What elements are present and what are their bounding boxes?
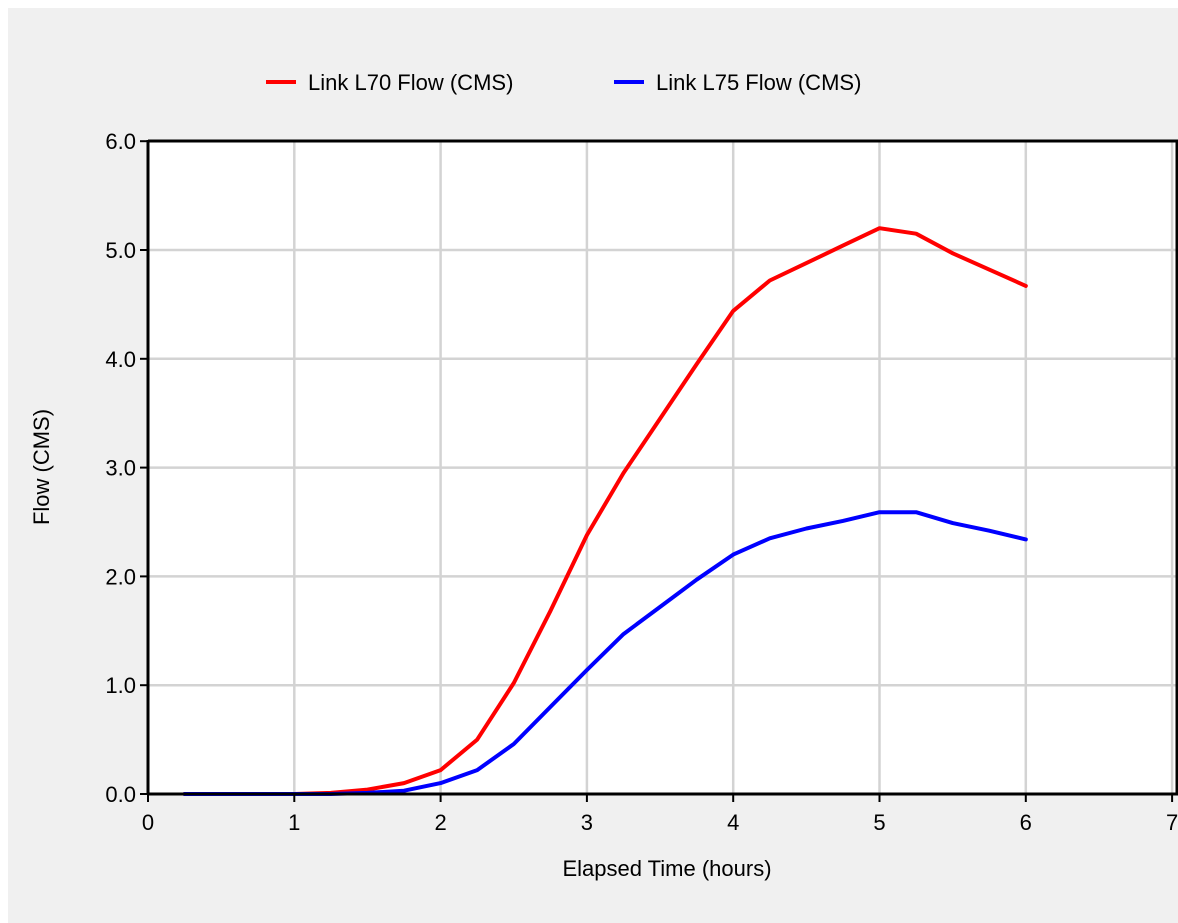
y-tick-label: 4.0 [105,347,136,372]
tick-labels: 0 1 2 3 4 5 6 7 0.0 1.0 2.0 3.0 4.0 5.0 6.0 [105,129,1178,835]
y-tick-label: 2.0 [105,564,136,589]
legend-label-l75: Link L75 Flow (CMS) [656,70,861,95]
y-axis-title: Flow (CMS) [29,409,54,525]
x-tick-label: 5 [873,810,885,835]
legend-label-l70: Link L70 Flow (CMS) [308,70,513,95]
y-tick-label: 6.0 [105,129,136,154]
x-tick-label: 6 [1020,810,1032,835]
x-tick-label: 2 [434,810,446,835]
y-tick-label: 3.0 [105,456,136,481]
legend: Link L70 Flow (CMS) Link L75 Flow (CMS) [266,70,861,95]
x-tick-label: 0 [142,810,154,835]
x-tick-label: 3 [581,810,593,835]
x-tick-label: 7 [1166,810,1178,835]
axes [140,139,1178,802]
x-axis-title: Elapsed Time (hours) [562,856,771,881]
x-tick-label: 4 [727,810,739,835]
y-tick-label: 0.0 [105,782,136,807]
y-tick-label: 1.0 [105,673,136,698]
y-tick-label: 5.0 [105,238,136,263]
x-tick-label: 1 [288,810,300,835]
